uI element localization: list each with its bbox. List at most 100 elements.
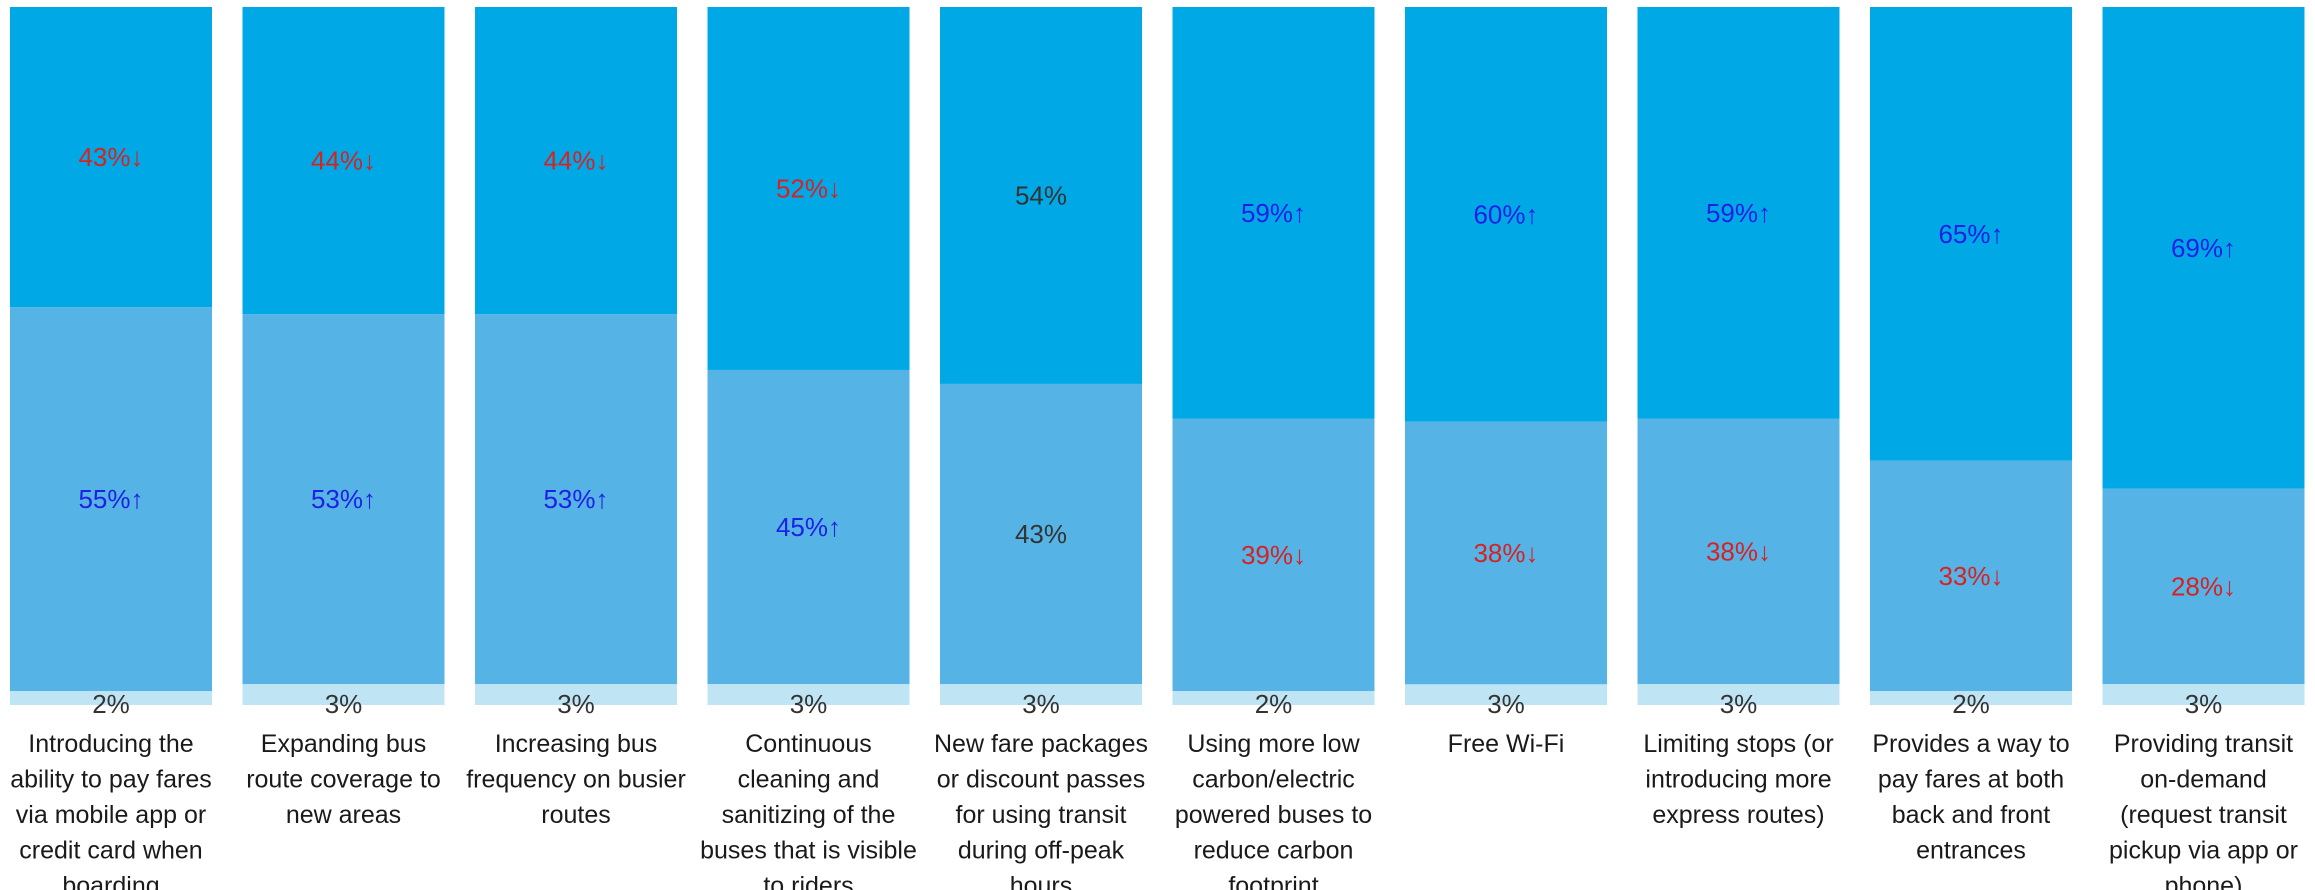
data-label: 2% <box>1952 689 1990 719</box>
category-label: express routes) <box>1652 801 1824 829</box>
data-label: 43%↓ <box>78 142 143 172</box>
bar-segment <box>1172 691 1375 705</box>
bar-segment <box>1405 684 1607 705</box>
bar-segment <box>242 684 445 705</box>
bar-segment <box>242 314 445 685</box>
category-label: Increasing bus <box>495 730 658 758</box>
category-label: buses that is visible <box>700 837 917 865</box>
data-label: 52%↓ <box>776 173 841 203</box>
category-label: footprint <box>1228 872 1318 890</box>
category-label: hours <box>1010 872 1073 890</box>
data-label: 39%↓ <box>1241 540 1306 570</box>
data-label: 3% <box>2185 689 2223 719</box>
bar-segment <box>1172 418 1375 692</box>
category-label: entrances <box>1916 837 2026 865</box>
data-label: 60%↑ <box>1473 199 1538 229</box>
data-label: 3% <box>1720 689 1758 719</box>
category-label: routes <box>541 801 610 829</box>
category-label: phone) <box>2165 872 2243 890</box>
category-label: back and front <box>1892 801 2050 829</box>
category-label: powered buses to <box>1175 801 1372 829</box>
data-label: 3% <box>325 689 363 719</box>
category-label: (request transit <box>2120 801 2287 829</box>
bar-segment <box>1637 7 1840 419</box>
category-label: Providing transit <box>2114 730 2293 758</box>
category-label: to riders <box>763 872 853 890</box>
category-label: Using more low <box>1187 730 1360 758</box>
category-label: Free Wi-Fi <box>1448 730 1565 758</box>
bar-segment <box>242 7 445 315</box>
category-label: reduce carbon <box>1194 837 1354 865</box>
bar-segment <box>475 314 677 685</box>
data-label: 3% <box>557 689 595 719</box>
data-label: 45%↑ <box>776 512 841 542</box>
category-label: cleaning and <box>738 766 880 794</box>
data-label: 59%↑ <box>1241 198 1306 228</box>
data-label: 55%↑ <box>78 484 143 514</box>
data-label: 3% <box>1022 689 1060 719</box>
data-label: 2% <box>1255 689 1293 719</box>
category-label: carbon/electric <box>1192 766 1355 794</box>
category-label: ability to pay fares <box>10 766 212 794</box>
category-label: or discount passes <box>937 766 1145 794</box>
data-label: 38%↓ <box>1706 536 1771 566</box>
category-label: New fare packages <box>934 730 1148 758</box>
data-label: 54% <box>1015 180 1067 210</box>
data-label: 3% <box>790 689 828 719</box>
category-label: Expanding bus <box>261 730 426 758</box>
bar-segment <box>940 383 1142 685</box>
category-label: for using transit <box>956 801 1127 829</box>
category-label: route coverage to <box>246 766 441 794</box>
bar-segment <box>940 684 1142 705</box>
bar-segment <box>10 307 212 692</box>
data-label: 53%↑ <box>311 484 376 514</box>
category-label: boarding <box>62 872 159 890</box>
bar-segment <box>2102 488 2305 685</box>
bar-segment <box>707 7 910 370</box>
data-label: 43% <box>1015 519 1067 549</box>
bar-segment <box>940 7 1142 384</box>
bar-segment <box>1870 691 2072 705</box>
bar-segment <box>1637 418 1840 685</box>
category-label: Introducing the <box>28 730 193 758</box>
data-label: 44%↓ <box>311 146 376 176</box>
data-label: 28%↓ <box>2171 571 2236 601</box>
bar-segment <box>10 7 212 308</box>
category-label: pickup via app or <box>2109 837 2298 865</box>
bar-segment <box>1637 684 1840 705</box>
bar-segment <box>475 684 677 705</box>
data-label: 65%↑ <box>1938 219 2003 249</box>
bar-segment <box>1870 7 2072 461</box>
category-label: new areas <box>286 801 401 829</box>
category-label: on-demand <box>2140 766 2266 794</box>
bar-segment <box>1405 7 1607 422</box>
bar-segment <box>2102 684 2305 705</box>
category-label: sanitizing of the <box>722 801 896 829</box>
data-label: 33%↓ <box>1938 561 2003 591</box>
bar-segment <box>475 7 677 315</box>
bar-segment <box>707 369 910 685</box>
bar-segment <box>1405 421 1607 685</box>
data-label: 44%↓ <box>543 146 608 176</box>
category-label: via mobile app or <box>16 801 206 829</box>
category-label: frequency on busier <box>466 766 686 794</box>
data-label: 69%↑ <box>2171 233 2236 263</box>
data-label: 38%↓ <box>1473 538 1538 568</box>
data-label: 53%↑ <box>543 484 608 514</box>
category-label: during off-peak <box>958 837 1125 865</box>
bar-segment <box>10 691 212 705</box>
category-label: credit card when <box>19 837 202 865</box>
data-label: 59%↑ <box>1706 198 1771 228</box>
bar-segment <box>1172 7 1375 419</box>
category-label: Provides a way to <box>1872 730 2069 758</box>
data-label: 2% <box>92 689 130 719</box>
bar-segment <box>1870 460 2072 692</box>
category-label: introducing more <box>1645 766 1831 794</box>
category-label: Limiting stops (or <box>1643 730 1833 758</box>
data-label: 3% <box>1487 689 1525 719</box>
category-label: Continuous <box>745 730 871 758</box>
bar-segment <box>2102 7 2305 489</box>
bar-segment <box>707 684 910 705</box>
